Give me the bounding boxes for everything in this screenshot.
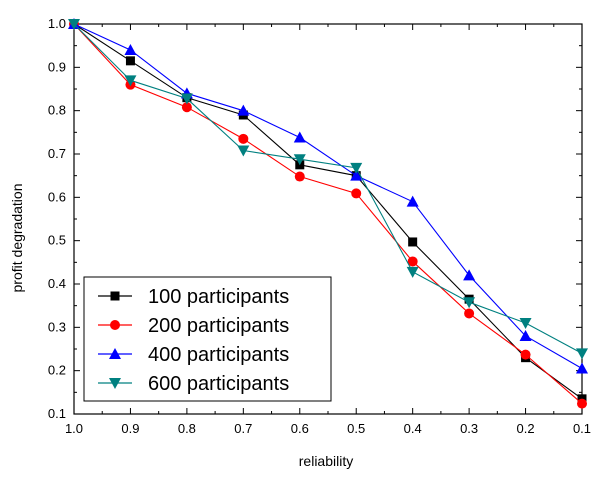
data-point — [520, 349, 531, 360]
legend-box — [83, 276, 332, 402]
data-point — [464, 308, 475, 319]
legend-label: 600 participants — [148, 373, 289, 395]
y-axis-label: profit degradation — [9, 184, 25, 293]
y-tick-label: 0.9 — [48, 59, 66, 74]
series-line-100 — [73, 23, 583, 400]
x-axis-label: reliability — [299, 453, 353, 469]
legend-item-100: 100 participants — [98, 286, 289, 308]
data-point — [576, 348, 588, 360]
data-point — [350, 162, 363, 174]
legend-marker — [110, 320, 120, 330]
series-layer — [68, 18, 588, 409]
data-point — [180, 93, 193, 105]
y-tick-label: 0.3 — [48, 319, 66, 334]
legend-marker — [109, 378, 121, 389]
data-point — [124, 75, 137, 87]
y-tick-label: 1.0 — [48, 16, 66, 31]
legend-label: 200 participants — [148, 315, 289, 337]
data-point — [351, 188, 362, 199]
legend-marker — [109, 348, 121, 359]
y-tick-label: 0.6 — [48, 189, 66, 204]
x-tick-label: 0.2 — [517, 421, 535, 436]
data-point — [519, 318, 532, 329]
data-point — [463, 297, 476, 309]
series-200 — [69, 19, 587, 409]
y-tick-label: 0.7 — [48, 146, 66, 161]
legend-label: 100 participants — [148, 286, 289, 308]
data-point — [237, 104, 250, 116]
y-tick-label: 0.8 — [48, 103, 66, 118]
y-tick-label: 0.5 — [48, 233, 66, 248]
data-point — [406, 266, 419, 278]
data-point — [238, 133, 249, 144]
data-point — [68, 19, 80, 30]
x-tick-label: 0.5 — [347, 421, 365, 436]
x-tick-label: 0.8 — [178, 421, 196, 436]
x-tick-label: 0.1 — [573, 421, 591, 436]
legend-item-400: 400 participants — [98, 344, 289, 366]
data-point — [463, 269, 476, 281]
data-point — [237, 145, 250, 157]
y-tick-label: 0.2 — [48, 363, 66, 378]
data-point — [124, 44, 137, 55]
legend-label: 400 participants — [148, 344, 289, 366]
series-line-200 — [73, 23, 583, 405]
x-tick-label: 1.0 — [65, 421, 83, 436]
legend-marker — [110, 291, 120, 301]
data-point — [576, 362, 588, 374]
series-600 — [68, 19, 588, 360]
x-tick-label: 0.3 — [460, 421, 478, 436]
y-tick-label: 0.4 — [48, 276, 66, 291]
legend: 100 participants 200 participants 400 part… — [83, 276, 332, 402]
data-point — [406, 195, 419, 207]
series-line-600 — [73, 23, 583, 354]
data-point — [125, 56, 135, 66]
x-tick-label: 0.4 — [404, 421, 422, 436]
data-point — [294, 171, 305, 182]
data-point — [577, 398, 587, 409]
axes: 1.0 0.9 0.8 0.7 0.6 0.5 0.4 0.3 0.2 0.1 0.1 0.2 0.3 0… — [48, 16, 591, 436]
legend-item-200: 200 participants — [98, 315, 289, 337]
data-point — [408, 237, 418, 247]
series-line-400 — [73, 23, 583, 369]
x-tick-label: 0.9 — [121, 421, 139, 436]
data-point — [519, 330, 532, 341]
x-tick-label: 0.7 — [234, 421, 252, 436]
data-point — [293, 154, 306, 166]
data-point — [350, 169, 363, 181]
y-tick-label: 0.1 — [48, 406, 66, 421]
data-point — [181, 102, 192, 113]
data-point — [407, 256, 418, 267]
legend-item-600: 600 participants — [98, 373, 289, 395]
x-tick-label: 0.6 — [291, 421, 309, 436]
data-point — [293, 131, 306, 143]
